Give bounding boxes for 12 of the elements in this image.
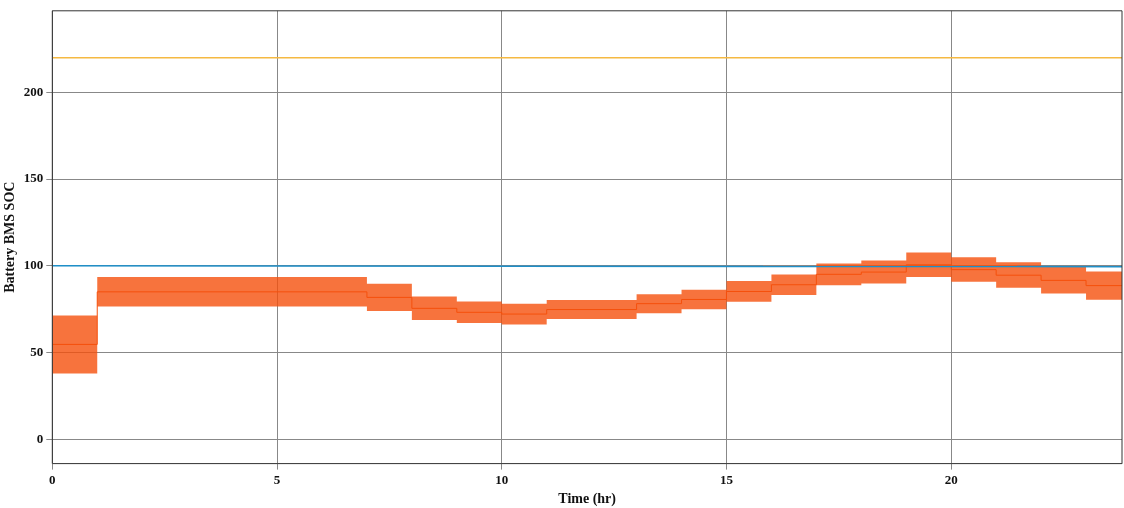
y-tick-label: 50 <box>30 343 44 359</box>
y-tick-label: 150 <box>23 170 44 186</box>
x-tick-label: 10 <box>495 471 509 487</box>
y-tick-label: 200 <box>23 83 44 99</box>
x-tick-label: 5 <box>273 471 281 487</box>
y-axis-title: Battery BMS SOC <box>2 181 18 293</box>
y-tick-label: 0 <box>36 430 44 446</box>
y-tick-label: 100 <box>23 257 44 273</box>
x-axis-title: Time (hr) <box>558 491 617 508</box>
x-tick-label: 20 <box>944 471 958 487</box>
x-tick-label: 15 <box>719 471 734 487</box>
x-tick-label: 0 <box>49 471 56 487</box>
